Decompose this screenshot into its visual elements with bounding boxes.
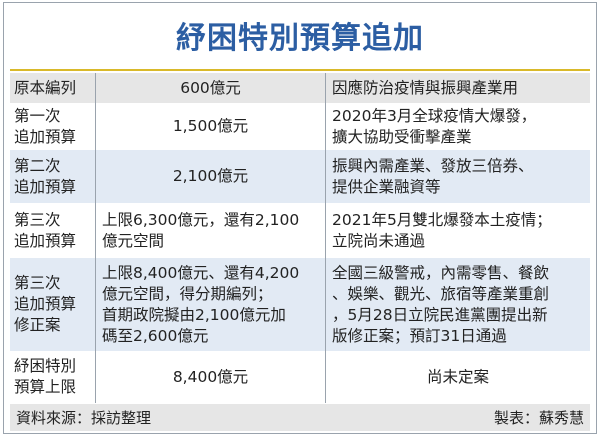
row-note: 2020年3月全球疫情大爆發， 擴大協助受衝擊產業	[326, 103, 590, 150]
infographic-frame: 紓困特別預算追加 原本編列 600億元 因應防治疫情與振興產業用第一次追加預算 1,5…	[3, 2, 597, 434]
row-note: 尚未定案	[326, 351, 590, 403]
row-note: 全國三級警戒，內需零售、餐飲 、娛樂、觀光、旅宿等產業重創 ，5月28日立院民進黨團…	[326, 258, 590, 351]
row-amount-line: 億元空間	[102, 231, 165, 250]
table-row: 第二次追加預算 2,100億元 振興內需產業、發放三倍券、 提供企業融資等	[10, 150, 590, 203]
row-label-line: 追加預算	[14, 177, 77, 196]
row-label-line: 第一次	[14, 106, 61, 125]
row-label-line: 紓困特別	[14, 357, 77, 375]
row-label: 第一次 追加預算	[10, 103, 96, 150]
row-note-line: 擴大協助受衝擊產業	[332, 127, 472, 146]
row-note-line: 2021年5月雙北爆發本土疫情；	[332, 210, 552, 229]
row-amount-line: 碼至2,600億元	[102, 326, 209, 345]
table-row: 第三次 追加預算 修正案 上限8,400億元、還有4,200 億元空間，得分期編列； 首期…	[10, 258, 590, 351]
row-label: 第三次 追加預算	[10, 203, 96, 258]
row-note-line: 振興內需產業、發放三倍券、	[332, 156, 534, 175]
table-row: 第三次 追加預算 上限6,300億元，還有2,100 億元空間 2021年5月雙北爆發本…	[10, 203, 590, 258]
row-label-line: 修正案	[14, 316, 61, 334]
row-amount: 上限6,300億元，還有2,100 億元空間	[96, 203, 326, 258]
row-label-line: 第三次	[14, 210, 61, 229]
row-note-line: 尚未定案	[426, 367, 489, 386]
row-amount-line: 1,500億元	[172, 117, 249, 135]
row-note-line: ，5月28日立院民進黨團提出新	[332, 305, 548, 324]
footer: 資料來源：採訪整理 製表：蘇秀慧	[10, 404, 590, 431]
row-label-line: 追加預算	[14, 127, 77, 146]
row-amount-line: 上限6,300億元，還有2,100	[102, 210, 300, 229]
table-row: 紓困特別預算上限 8,400億元 尚未定案	[10, 351, 590, 403]
row-note-line: 全國三級警戒，內需零售、餐飲	[332, 263, 550, 282]
row-label-line: 追加預算	[14, 295, 77, 313]
row-amount-line: 億元空間，得分期編列；	[102, 284, 273, 303]
source-note: 資料來源：採訪整理	[16, 409, 152, 427]
row-amount-line: 8,400億元	[172, 367, 249, 386]
page-title: 紓困特別預算追加	[176, 21, 424, 56]
row-amount: 1,500億元	[96, 103, 326, 150]
title-divider	[10, 69, 590, 71]
row-note: 振興內需產業、發放三倍券、 提供企業融資等	[326, 150, 590, 203]
row-amount-line: 600億元	[180, 78, 241, 97]
row-note-line: 2020年3月全球疫情大爆發，	[332, 106, 537, 125]
row-label: 原本編列	[10, 73, 96, 103]
author-note: 製表：蘇秀慧	[493, 409, 584, 427]
row-amount: 8,400億元	[96, 351, 326, 403]
row-label: 紓困特別 預算上限	[10, 351, 96, 403]
row-label-line: 追加預算	[14, 231, 77, 250]
row-note-line: 提供企業融資等	[332, 177, 441, 196]
row-amount-line: 上限8,400億元、還有4,200	[102, 263, 300, 282]
row-amount-line: 首期政院擬由2,100億元加	[102, 305, 286, 324]
row-label-line: 原本編列	[14, 78, 77, 97]
row-note-line: 因應防治疫情與振興產業用	[332, 78, 519, 97]
row-note: 因應防治疫情與振興產業用	[326, 73, 590, 103]
row-note-line: 版修正案；預訂31日通過	[332, 326, 507, 345]
row-amount: 2,100億元	[96, 150, 326, 203]
row-note-line: 、娛樂、觀光、旅宿等產業重創	[332, 284, 550, 303]
table-row: 原本編列 600億元 因應防治疫情與振興產業用	[10, 73, 590, 103]
row-amount-line: 2,100億元	[172, 167, 249, 185]
row-note-line: 立院尚未通過	[332, 231, 426, 250]
row-label-line: 第二次	[14, 156, 61, 175]
row-amount: 600億元	[96, 73, 326, 103]
row-label: 第三次追加預算修正案	[10, 258, 96, 351]
row-label-line: 第三次	[14, 274, 61, 292]
row-label: 第二次 追加預算	[10, 150, 96, 203]
row-label-line: 預算上限	[14, 378, 77, 396]
row-amount: 上限8,400億元、還有4,200 億元空間，得分期編列； 首期政院擬由2,100億…	[96, 258, 326, 351]
table-row: 第一次追加預算 1,500億元 2020年3月全球疫情大爆發， 擴大協助受衝擊產業	[10, 103, 590, 150]
row-note: 2021年5月雙北爆發本土疫情； 立院尚未通過	[326, 203, 590, 258]
